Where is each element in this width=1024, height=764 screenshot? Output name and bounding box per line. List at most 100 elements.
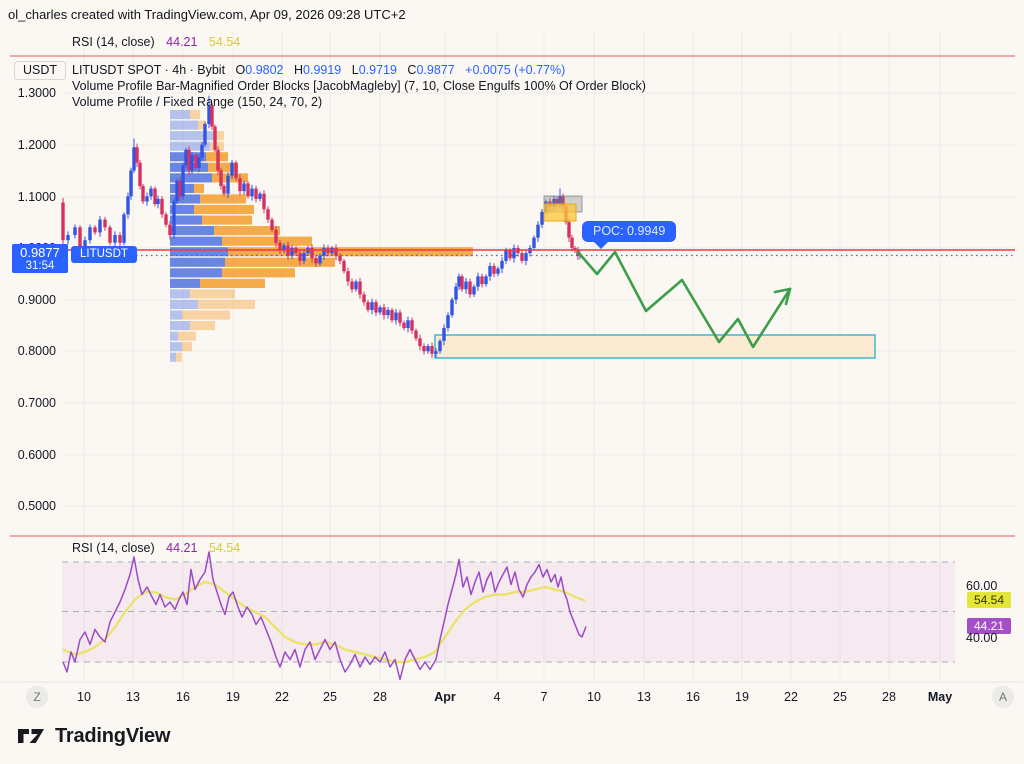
low-value: 0.9719	[358, 63, 397, 77]
indicator-legend-row-2[interactable]: Volume Profile / Fixed Range (150, 24, 7…	[72, 95, 323, 109]
profile-row-buy	[170, 257, 225, 267]
rsi-ma-axis-badge: 54.54	[967, 592, 1011, 608]
profile-row-sell	[228, 247, 473, 257]
time-tick-label: 16	[176, 690, 190, 704]
profile-row-sell	[210, 141, 224, 151]
profile-row-sell	[214, 226, 280, 236]
profile-row-sell	[194, 183, 204, 193]
tradingview-logo-text: TradingView	[55, 724, 171, 747]
projection-arrow	[576, 250, 792, 349]
profile-row-sell	[194, 204, 254, 215]
symbol-legend-row[interactable]: LITUSDT SPOT · 4h · Bybit O0.9802 H0.991…	[72, 62, 646, 78]
profile-row-buy	[170, 204, 194, 215]
profile-row-buy	[170, 110, 190, 120]
profile-row-buy	[170, 194, 200, 204]
change-value: +0.0075 (+0.77%)	[465, 63, 566, 77]
rsi-axis-tick-60: 60.00	[966, 579, 998, 593]
rsi-line	[62, 551, 587, 681]
profile-row-sell	[216, 131, 224, 141]
profile-row-sell	[200, 194, 246, 204]
current-price-value: 0.9877	[20, 245, 60, 260]
profile-row-buy	[170, 236, 222, 246]
price-tick-label: 0.8000	[17, 344, 56, 358]
profile-row-buy	[170, 289, 190, 299]
indicator-legend-row-1[interactable]: Volume Profile Bar-Magnified Order Block…	[72, 79, 646, 93]
low-label: L	[351, 63, 359, 77]
timezone-button[interactable]: Z	[26, 686, 48, 708]
volume-profile	[170, 110, 473, 362]
profile-row-sell	[212, 173, 248, 183]
profile-row-sell	[198, 120, 206, 130]
rsi-ma-legend-value: 54.54	[208, 35, 241, 49]
symbol-price-line-tag: LITUSDT	[71, 246, 137, 263]
price-tick-label: 1.1000	[17, 190, 56, 204]
price-tick-label: 1.2000	[17, 138, 56, 152]
time-tick-label: 16	[686, 690, 700, 704]
profile-row-buy	[170, 310, 182, 320]
profile-row-sell	[182, 310, 230, 320]
price-tick-label: 0.9000	[17, 293, 56, 307]
profile-row-buy	[170, 131, 216, 141]
time-tick-label: 10	[77, 690, 91, 704]
axis-settings-button[interactable]: A	[992, 686, 1014, 708]
time-tick-label: 13	[126, 690, 140, 704]
rsi-band	[62, 561, 955, 663]
time-tick-label: 28	[373, 690, 387, 704]
bar-countdown: 31:54	[25, 260, 55, 272]
close-label: C	[407, 63, 417, 77]
candlestick-series	[61, 95, 582, 359]
profile-row-buy	[170, 278, 200, 288]
tradingview-logo[interactable]: TradingView	[16, 722, 170, 750]
profile-row-buy	[170, 342, 182, 352]
profile-row-sell	[182, 342, 192, 352]
profile-row-buy	[170, 331, 178, 341]
rsi-pane-ma-value: 54.54	[208, 541, 241, 555]
profile-row-sell	[190, 110, 200, 120]
price-tick-label: 0.7000	[17, 396, 56, 410]
rsi-pane-legend-name: RSI (14, close)	[72, 541, 155, 555]
rsi-pane-legend[interactable]: RSI (14, close) 44.21 54.54	[72, 541, 240, 555]
open-label: O	[235, 63, 246, 77]
open-value: 0.9802	[245, 63, 284, 77]
time-tick-label: May	[927, 690, 953, 704]
profile-row-sell	[176, 352, 182, 362]
time-tick-label: 7	[540, 690, 548, 704]
profile-row-sell	[225, 257, 335, 267]
time-tick-label: Apr	[434, 690, 456, 704]
rsi-axis-badge: 44.21	[967, 618, 1011, 634]
order-blocks	[543, 195, 583, 222]
current-price-axis-label: 0.9877 31:54	[12, 244, 68, 273]
profile-row-buy	[170, 215, 202, 225]
time-tick-label: 28	[882, 690, 896, 704]
price-tick-label: 0.5000	[17, 499, 56, 513]
time-tick-label: 22	[275, 690, 289, 704]
rsi-legend-name: RSI (14, close)	[72, 35, 155, 49]
profile-row-buy	[170, 321, 190, 331]
top-rsi-legend[interactable]: RSI (14, close) 44.21 54.54	[72, 35, 240, 49]
time-tick-label: 25	[833, 690, 847, 704]
profile-row-sell	[208, 162, 238, 172]
rsi-axis-tick-40: 40.00	[966, 631, 998, 645]
price-axis-currency-button[interactable]: USDT	[14, 61, 67, 80]
rsi-pane-value: 44.21	[166, 541, 198, 555]
tradingview-logo-icon	[18, 729, 44, 743]
main-chart-legend[interactable]: LITUSDT SPOT · 4h · Bybit O0.9802 H0.991…	[72, 62, 646, 110]
profile-row-buy	[170, 299, 198, 310]
profile-row-buy	[170, 268, 222, 278]
time-tick-label: 19	[735, 690, 749, 704]
profile-row-sell	[200, 278, 265, 288]
rsi-ma-line	[62, 580, 586, 664]
close-value: 0.9877	[416, 63, 455, 77]
yellow-order-block	[543, 203, 577, 222]
high-label: H	[294, 63, 304, 77]
profile-row-sell	[222, 268, 295, 278]
high-value: 0.9919	[303, 63, 342, 77]
profile-row-buy	[170, 247, 228, 257]
price-tick-label: 0.6000	[17, 448, 56, 462]
demand-zone-box[interactable]	[434, 334, 876, 359]
profile-row-sell	[190, 321, 215, 331]
pane-separators[interactable]	[0, 55, 1024, 683]
time-tick-label: 19	[226, 690, 240, 704]
profile-row-sell	[178, 331, 196, 341]
